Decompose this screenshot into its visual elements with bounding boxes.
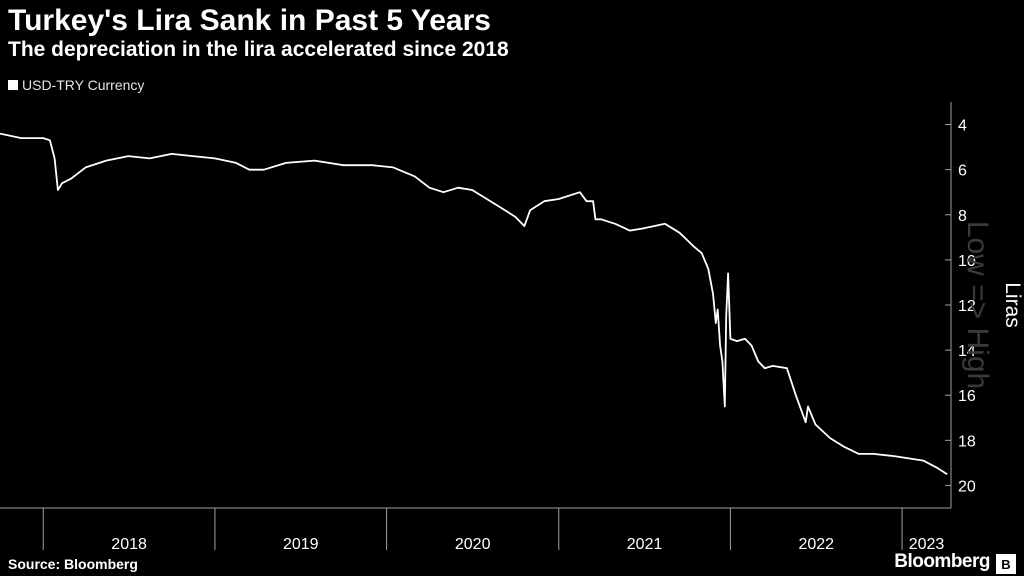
x-tick-label: 2021 <box>627 536 663 553</box>
source-note: Source: Bloomberg <box>8 556 138 572</box>
y-tick-label: 12 <box>958 298 976 315</box>
x-tick-label: 2020 <box>455 536 491 553</box>
chart-axes: 4 6 8 10 12 14 16 18 20 2018 2019 2020 2021 2022 2023 <box>0 102 976 553</box>
y-tick-label: 20 <box>958 478 976 495</box>
x-tick-label: 2019 <box>283 536 319 553</box>
chart-subtitle: The depreciation in the lira accelerated… <box>8 38 509 61</box>
y-tick-label: 14 <box>958 343 976 360</box>
legend: USD-TRY Currency <box>8 77 144 93</box>
x-tick-label: 2018 <box>111 536 147 553</box>
chart-title: Turkey's Lira Sank in Past 5 Years <box>8 4 491 37</box>
legend-swatch <box>8 80 18 90</box>
y-tick-label: 10 <box>958 253 976 270</box>
y-tick-label: 4 <box>958 118 967 135</box>
y-tick-label: 8 <box>958 208 967 225</box>
y-axis-label: Liras <box>1001 282 1024 328</box>
legend-label: USD-TRY Currency <box>22 77 145 93</box>
chart-marks <box>0 132 948 475</box>
y-tick-label: 18 <box>958 433 976 450</box>
series-line <box>0 132 948 475</box>
y-tick-label: 6 <box>958 163 967 180</box>
y-axis-direction-note: Low => High <box>961 220 994 390</box>
brand-icon: B <box>996 554 1016 574</box>
x-tick-label: 2023 <box>909 536 945 553</box>
y-tick-label: 16 <box>958 388 976 405</box>
x-tick-label: 2022 <box>798 536 834 553</box>
brand-logo: Bloomberg <box>894 551 990 572</box>
